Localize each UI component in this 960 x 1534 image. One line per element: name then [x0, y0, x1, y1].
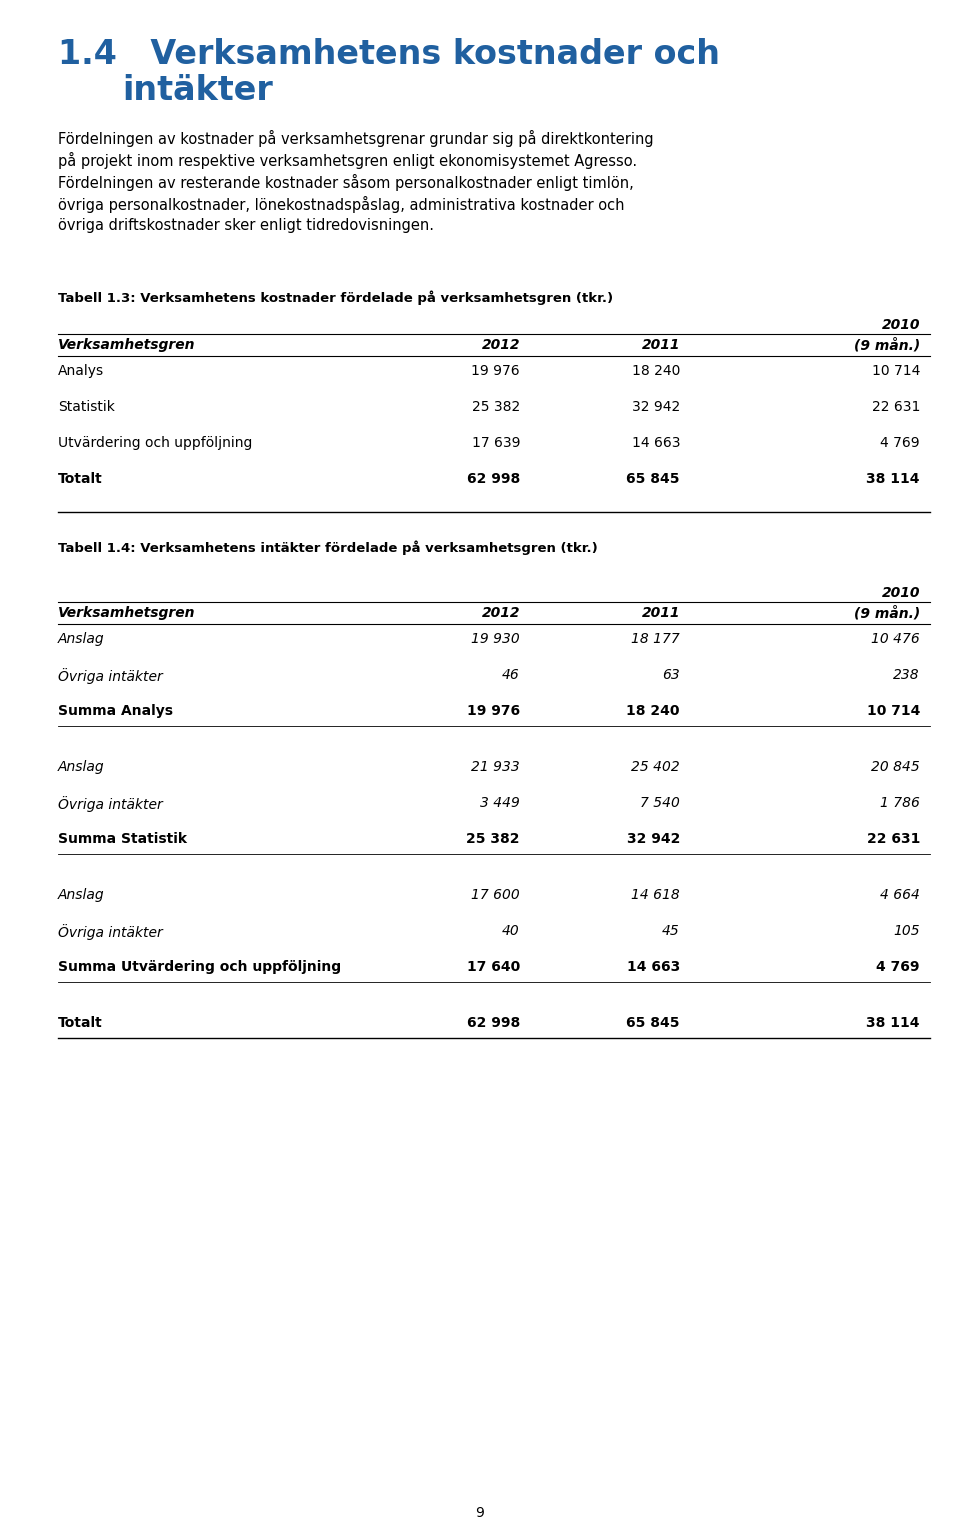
- Text: 19 930: 19 930: [471, 632, 520, 646]
- Text: Anslag: Anslag: [58, 632, 105, 646]
- Text: 40: 40: [502, 923, 520, 937]
- Text: 10 714: 10 714: [867, 704, 920, 718]
- Text: 2011: 2011: [641, 337, 680, 351]
- Text: 1 786: 1 786: [880, 796, 920, 810]
- Text: övriga driftskostnader sker enligt tidredovisningen.: övriga driftskostnader sker enligt tidre…: [58, 218, 434, 233]
- Text: intäkter: intäkter: [122, 74, 273, 107]
- Text: (9 mån.): (9 mån.): [853, 606, 920, 620]
- Text: 32 942: 32 942: [632, 400, 680, 414]
- Text: Utvärdering och uppföljning: Utvärdering och uppföljning: [58, 436, 252, 449]
- Text: 22 631: 22 631: [872, 400, 920, 414]
- Text: 21 933: 21 933: [471, 759, 520, 775]
- Text: 45: 45: [662, 923, 680, 937]
- Text: Fördelningen av resterande kostnader såsom personalkostnader enligt timlön,: Fördelningen av resterande kostnader sås…: [58, 173, 634, 192]
- Text: 62 998: 62 998: [467, 1016, 520, 1029]
- Text: 25 382: 25 382: [467, 831, 520, 845]
- Text: 20 845: 20 845: [872, 759, 920, 775]
- Text: Övriga intäkter: Övriga intäkter: [58, 667, 163, 684]
- Text: övriga personalkostnader, lönekostnadspåslag, administrativa kostnader och: övriga personalkostnader, lönekostnadspå…: [58, 196, 625, 213]
- Text: 14 663: 14 663: [632, 436, 680, 449]
- Text: 63: 63: [662, 667, 680, 683]
- Text: 2011: 2011: [641, 606, 680, 620]
- Text: 19 976: 19 976: [467, 704, 520, 718]
- Text: 10 714: 10 714: [872, 364, 920, 377]
- Text: 3 449: 3 449: [480, 796, 520, 810]
- Text: Anslag: Anslag: [58, 888, 105, 902]
- Text: 10 476: 10 476: [872, 632, 920, 646]
- Text: Övriga intäkter: Övriga intäkter: [58, 923, 163, 940]
- Text: Anslag: Anslag: [58, 759, 105, 775]
- Text: 38 114: 38 114: [867, 472, 920, 486]
- Text: Totalt: Totalt: [58, 1016, 103, 1029]
- Text: på projekt inom respektive verksamhetsgren enligt ekonomisystemet Agresso.: på projekt inom respektive verksamhetsgr…: [58, 152, 637, 169]
- Text: 65 845: 65 845: [627, 472, 680, 486]
- Text: 2012: 2012: [482, 337, 520, 351]
- Text: Verksamhetsgren: Verksamhetsgren: [58, 606, 196, 620]
- Text: Analys: Analys: [58, 364, 104, 377]
- Text: Summa Utvärdering och uppföljning: Summa Utvärdering och uppföljning: [58, 960, 341, 974]
- Text: Summa Analys: Summa Analys: [58, 704, 173, 718]
- Text: Summa Statistik: Summa Statistik: [58, 831, 187, 845]
- Text: 22 631: 22 631: [867, 831, 920, 845]
- Text: 17 600: 17 600: [471, 888, 520, 902]
- Text: 2010: 2010: [881, 586, 920, 600]
- Text: 105: 105: [894, 923, 920, 937]
- Text: 25 382: 25 382: [471, 400, 520, 414]
- Text: Tabell 1.4: Verksamhetens intäkter fördelade på verksamhetsgren (tkr.): Tabell 1.4: Verksamhetens intäkter förde…: [58, 540, 598, 555]
- Text: 18 240: 18 240: [627, 704, 680, 718]
- Text: 7 540: 7 540: [640, 796, 680, 810]
- Text: 4 664: 4 664: [880, 888, 920, 902]
- Text: (9 mån.): (9 mån.): [853, 337, 920, 353]
- Text: 18 240: 18 240: [632, 364, 680, 377]
- Text: Totalt: Totalt: [58, 472, 103, 486]
- Text: 46: 46: [502, 667, 520, 683]
- Text: 4 769: 4 769: [876, 960, 920, 974]
- Text: 2010: 2010: [881, 318, 920, 331]
- Text: 38 114: 38 114: [867, 1016, 920, 1029]
- Text: 65 845: 65 845: [627, 1016, 680, 1029]
- Text: 238: 238: [894, 667, 920, 683]
- Text: Verksamhetsgren: Verksamhetsgren: [58, 337, 196, 351]
- Text: 19 976: 19 976: [471, 364, 520, 377]
- Text: Övriga intäkter: Övriga intäkter: [58, 796, 163, 811]
- Text: 18 177: 18 177: [632, 632, 680, 646]
- Text: 62 998: 62 998: [467, 472, 520, 486]
- Text: 14 663: 14 663: [627, 960, 680, 974]
- Text: 25 402: 25 402: [632, 759, 680, 775]
- Text: 32 942: 32 942: [627, 831, 680, 845]
- Text: 9: 9: [475, 1506, 485, 1520]
- Text: Tabell 1.3: Verksamhetens kostnader fördelade på verksamhetsgren (tkr.): Tabell 1.3: Verksamhetens kostnader förd…: [58, 290, 613, 305]
- Text: 17 639: 17 639: [471, 436, 520, 449]
- Text: 17 640: 17 640: [467, 960, 520, 974]
- Text: 14 618: 14 618: [632, 888, 680, 902]
- Text: Statistik: Statistik: [58, 400, 115, 414]
- Text: 4 769: 4 769: [880, 436, 920, 449]
- Text: Fördelningen av kostnader på verksamhetsgrenar grundar sig på direktkontering: Fördelningen av kostnader på verksamhets…: [58, 130, 654, 147]
- Text: 2012: 2012: [482, 606, 520, 620]
- Text: 1.4  Verksamhetens kostnader och: 1.4 Verksamhetens kostnader och: [58, 38, 720, 71]
